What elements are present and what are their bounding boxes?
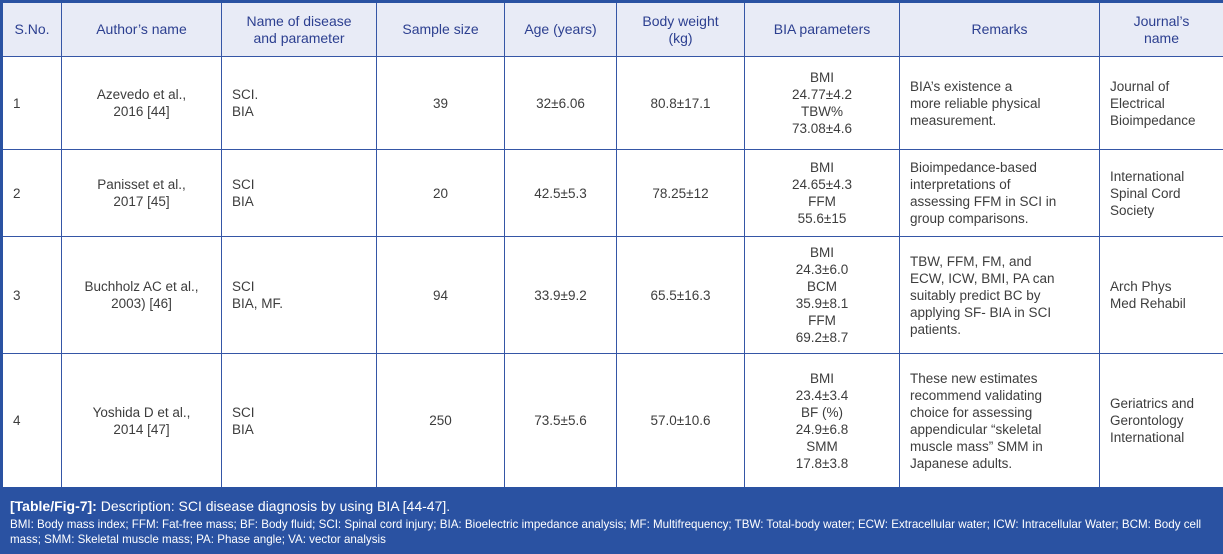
col-header-sample-size: Sample size (376, 1, 505, 57)
caption-bar: [Table/Fig-7]: Description: SCI disease … (0, 490, 1223, 554)
col-header-disease: Name of disease and parameter (221, 1, 377, 57)
cell-author: Azevedo et al., 2016 [44] (61, 56, 222, 150)
cell-bia: BMI 23.4±3.4 BF (%) 24.9±6.8 SMM 17.8±3.… (744, 353, 900, 489)
cell-journal: Arch Phys Med Rehabil (1099, 236, 1223, 354)
cell-remarks: These new estimates recommend validating… (899, 353, 1100, 489)
cell-disease: SCI BIA (221, 149, 377, 237)
figure-description: Description: SCI disease diagnosis by us… (100, 498, 451, 514)
cell-sample-size: 39 (376, 56, 505, 150)
col-header-sno: S.No. (1, 1, 62, 57)
col-header-body-weight: Body weight (kg) (616, 1, 745, 57)
abbreviation-footnote: BMI: Body mass index; FFM: Fat-free mass… (10, 518, 1202, 546)
cell-sno: 2 (1, 149, 62, 237)
table-row: 1 Azevedo et al., 2016 [44] SCI. BIA 39 … (1, 56, 1223, 150)
cell-sample-size: 20 (376, 149, 505, 237)
cell-body-weight: 57.0±10.6 (616, 353, 745, 489)
cell-age: 42.5±5.3 (504, 149, 617, 237)
cell-remarks: BIA’s existence a more reliable physical… (899, 56, 1100, 150)
cell-sno: 4 (1, 353, 62, 489)
col-header-age: Age (years) (504, 1, 617, 57)
cell-body-weight: 80.8±17.1 (616, 56, 745, 150)
figure-label: [Table/Fig-7]: (10, 498, 97, 514)
cell-bia: BMI 24.65±4.3 FFM 55.6±15 (744, 149, 900, 237)
cell-disease: SCI BIA (221, 353, 377, 489)
cell-journal: Geriatrics and Gerontology International (1099, 353, 1223, 489)
caption-line: [Table/Fig-7]: Description: SCI disease … (10, 497, 1211, 515)
cell-author: Yoshida D et al., 2014 [47] (61, 353, 222, 489)
col-header-remarks: Remarks (899, 1, 1100, 57)
cell-disease: SCI BIA, MF. (221, 236, 377, 354)
table-row: 3 Buchholz AC et al., 2003) [46] SCI BIA… (1, 236, 1223, 354)
cell-author: Buchholz AC et al., 2003) [46] (61, 236, 222, 354)
cell-body-weight: 65.5±16.3 (616, 236, 745, 354)
cell-author: Panisset et al., 2017 [45] (61, 149, 222, 237)
cell-journal: International Spinal Cord Society (1099, 149, 1223, 237)
col-header-author: Author’s name (61, 1, 222, 57)
cell-disease: SCI. BIA (221, 56, 377, 150)
cell-body-weight: 78.25±12 (616, 149, 745, 237)
cell-bia: BMI 24.77±4.2 TBW% 73.08±4.6 (744, 56, 900, 150)
header-row: S.No. Author’s name Name of disease and … (1, 1, 1223, 57)
cell-age: 32±6.06 (504, 56, 617, 150)
cell-age: 33.9±9.2 (504, 236, 617, 354)
cell-sample-size: 94 (376, 236, 505, 354)
cell-sample-size: 250 (376, 353, 505, 489)
cell-journal: Journal of Electrical Bioimpedance (1099, 56, 1223, 150)
table-row: 2 Panisset et al., 2017 [45] SCI BIA 20 … (1, 149, 1223, 237)
col-header-bia-parameters: BIA parameters (744, 1, 900, 57)
col-header-journal: Journal’s name (1099, 1, 1223, 57)
cell-bia: BMI 24.3±6.0 BCM 35.9±8.1 FFM 69.2±8.7 (744, 236, 900, 354)
cell-remarks: Bioimpedance-based interpretations of as… (899, 149, 1100, 237)
table-row: 4 Yoshida D et al., 2014 [47] SCI BIA 25… (1, 353, 1223, 489)
sci-bia-studies-table: S.No. Author’s name Name of disease and … (0, 0, 1223, 490)
cell-sno: 1 (1, 56, 62, 150)
cell-age: 73.5±5.6 (504, 353, 617, 489)
cell-remarks: TBW, FFM, FM, and ECW, ICW, BMI, PA can … (899, 236, 1100, 354)
cell-sno: 3 (1, 236, 62, 354)
